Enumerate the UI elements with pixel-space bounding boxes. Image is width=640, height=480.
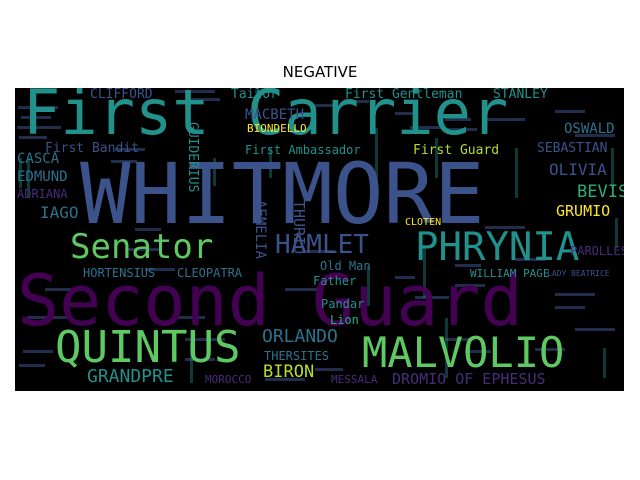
word-edmund: EDMUND — [17, 169, 68, 185]
word-hamlet: HAMLET — [275, 230, 369, 260]
word-guiderius: GUIDERIUS — [185, 122, 200, 193]
word-first-carrier: First Carrier — [23, 88, 509, 149]
word-messala: MESSALA — [331, 373, 378, 386]
word-grandpre: GRANDPRE — [87, 366, 174, 387]
word-olivia: OLIVIA — [549, 160, 607, 179]
word-biondello: BIONDELLO — [247, 122, 307, 135]
word-first-ambassador: First Ambassador — [245, 143, 361, 157]
word-lion: Lion — [330, 313, 359, 327]
word-cloten: CLOTEN — [405, 217, 442, 228]
word-father: Father — [313, 274, 357, 288]
word-first-bandit: First Bandit — [45, 141, 139, 156]
word-pandar: Pandar — [321, 297, 365, 311]
word-stanley: STANLEY — [493, 88, 548, 102]
filler-texture — [17, 90, 618, 383]
word-phrynia: PHRYNIA — [415, 225, 580, 270]
word-second-guard: Second Guard — [17, 260, 523, 342]
word-whitmore: WHITMORE — [80, 145, 485, 243]
word-grumio: GRUMIO — [556, 202, 611, 220]
word-lady-beatrice: LADY BEATRICE — [547, 269, 610, 278]
word-thersites: THERSITES — [264, 349, 330, 363]
cloud-title: NEGATIVE — [282, 63, 358, 81]
word-thurio: THURIO — [290, 200, 308, 255]
word-old-man: Old Man — [320, 259, 371, 273]
word-dromio-of-ephesus: DROMIO OF EPHESUS — [392, 370, 546, 388]
word-malvolio: MALVOLIO — [362, 328, 565, 377]
word-first-guard: First Guard — [413, 143, 500, 158]
word-clifford: CLIFFORD — [90, 88, 153, 102]
word-morocco: MOROCCO — [205, 373, 252, 386]
word-parolles: PAROLLES — [570, 244, 624, 258]
word-first-gentleman: First Gentleman — [345, 88, 463, 102]
word-william-page: WILLIAM PAGE — [470, 267, 550, 280]
word-sebastian: SEBASTIAN — [537, 141, 608, 156]
word-iago: IAGO — [40, 203, 79, 222]
word-biron: BIRON — [263, 362, 315, 382]
word-hortensius: HORTENSIUS — [83, 266, 156, 280]
word-cleopatra: CLEOPATRA — [177, 266, 243, 280]
word-bevis: BEVIS — [577, 182, 624, 202]
word-tailor: Tailor — [231, 88, 278, 102]
word-aemelia: AEMELIA — [252, 200, 268, 260]
word-oswald: OSWALD — [564, 121, 615, 137]
word-casca: CASCA — [17, 151, 60, 167]
word-macbeth: MACBETH — [245, 107, 305, 123]
word-quintus: QUINTUS — [55, 322, 241, 373]
word-adriana: ADRIANA — [17, 187, 68, 201]
word-cloud: Second Guard WHITMORE First Carrier PHRY… — [15, 88, 624, 391]
word-orlando: ORLANDO — [262, 326, 338, 347]
word-senator: Senator — [70, 227, 214, 267]
